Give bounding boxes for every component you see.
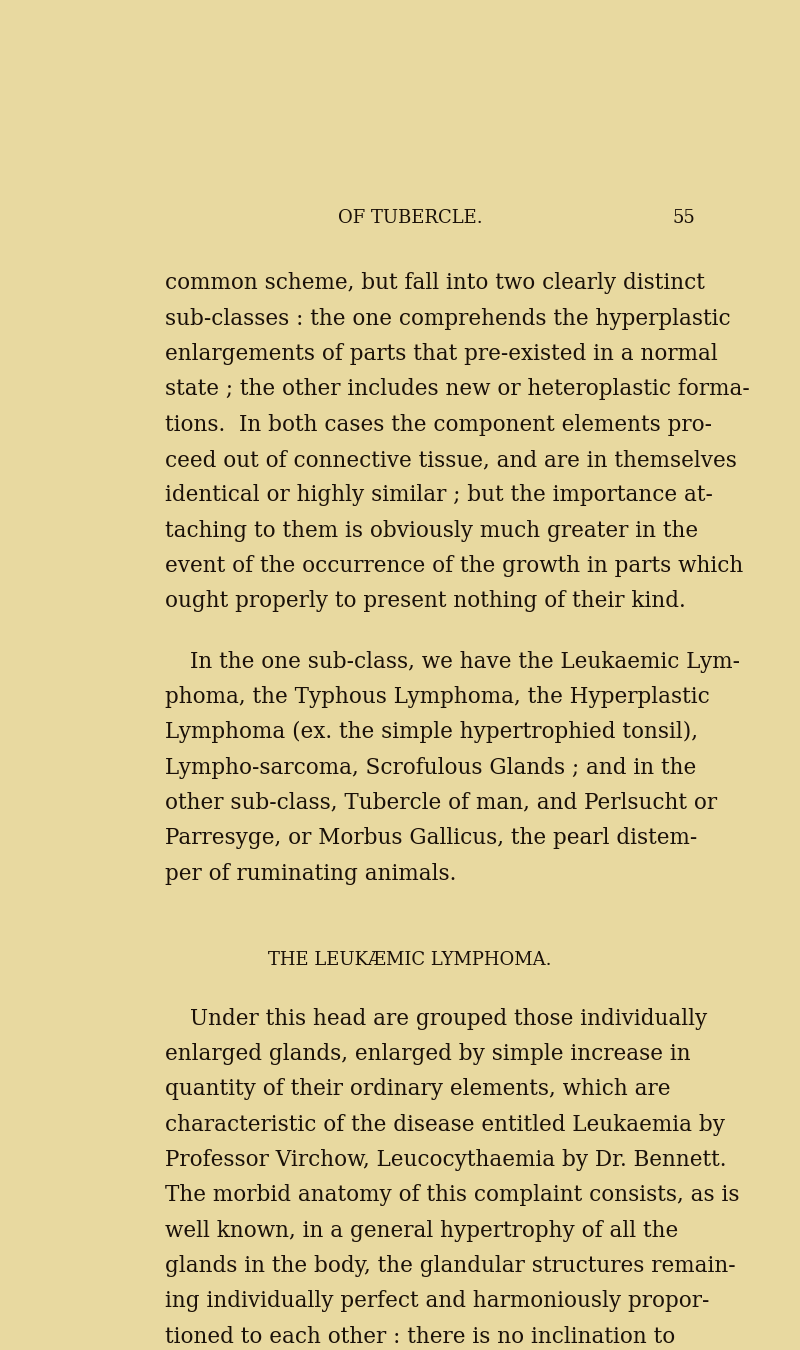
Text: phoma, the Typhous Lymphoma, the Hyperplastic: phoma, the Typhous Lymphoma, the Hyperpl… (165, 686, 710, 707)
Text: In the one sub-class, we have the Leukaemic Lym-: In the one sub-class, we have the Leukae… (190, 651, 740, 672)
Text: ing individually perfect and harmoniously propor-: ing individually perfect and harmoniousl… (165, 1291, 710, 1312)
Text: OF TUBERCLE.: OF TUBERCLE. (338, 209, 482, 227)
Text: taching to them is obviously much greater in the: taching to them is obviously much greate… (165, 520, 698, 541)
Text: glands in the body, the glandular structures remain-: glands in the body, the glandular struct… (165, 1256, 736, 1277)
Text: ought properly to present nothing of their kind.: ought properly to present nothing of the… (165, 590, 686, 613)
Text: Parresyge, or Morbus Gallicus, the pearl distem-: Parresyge, or Morbus Gallicus, the pearl… (165, 828, 698, 849)
Text: tions.  In both cases the component elements pro-: tions. In both cases the component eleme… (165, 413, 712, 436)
Text: Lympho-sarcoma, Scrofulous Glands ; and in the: Lympho-sarcoma, Scrofulous Glands ; and … (165, 756, 696, 779)
Text: The morbid anatomy of this complaint consists, as is: The morbid anatomy of this complaint con… (165, 1184, 740, 1207)
Text: characteristic of the disease entitled Leukaemia by: characteristic of the disease entitled L… (165, 1114, 725, 1135)
Text: other sub-class, Tubercle of man, and Perlsucht or: other sub-class, Tubercle of man, and Pe… (165, 792, 718, 814)
Text: quantity of their ordinary elements, which are: quantity of their ordinary elements, whi… (165, 1079, 670, 1100)
Text: well known, in a general hypertrophy of all the: well known, in a general hypertrophy of … (165, 1219, 678, 1242)
Text: event of the occurrence of the growth in parts which: event of the occurrence of the growth in… (165, 555, 743, 578)
Text: per of ruminating animals.: per of ruminating animals. (165, 863, 457, 884)
Text: 55: 55 (673, 209, 695, 227)
Text: Lymphoma (ex. the simple hypertrophied tonsil),: Lymphoma (ex. the simple hypertrophied t… (165, 721, 698, 744)
Text: Professor Virchow, Leucocythaemia by Dr. Bennett.: Professor Virchow, Leucocythaemia by Dr.… (165, 1149, 726, 1170)
Text: THE LEUKÆMIC LYMPHOMA.: THE LEUKÆMIC LYMPHOMA. (268, 950, 552, 969)
Text: Under this head are grouped those individually: Under this head are grouped those indivi… (190, 1007, 707, 1030)
Text: ceed out of connective tissue, and are in themselves: ceed out of connective tissue, and are i… (165, 450, 737, 471)
Text: tioned to each other : there is no inclination to: tioned to each other : there is no incli… (165, 1326, 675, 1347)
Text: common scheme, but fall into two clearly distinct: common scheme, but fall into two clearly… (165, 273, 705, 294)
Text: enlarged glands, enlarged by simple increase in: enlarged glands, enlarged by simple incr… (165, 1042, 690, 1065)
Text: identical or highly similar ; but the importance at-: identical or highly similar ; but the im… (165, 485, 713, 506)
Text: sub-classes : the one comprehends the hyperplastic: sub-classes : the one comprehends the hy… (165, 308, 730, 329)
Text: enlargements of parts that pre-existed in a normal: enlargements of parts that pre-existed i… (165, 343, 718, 364)
Text: state ; the other includes new or heteroplastic forma-: state ; the other includes new or hetero… (165, 378, 750, 401)
